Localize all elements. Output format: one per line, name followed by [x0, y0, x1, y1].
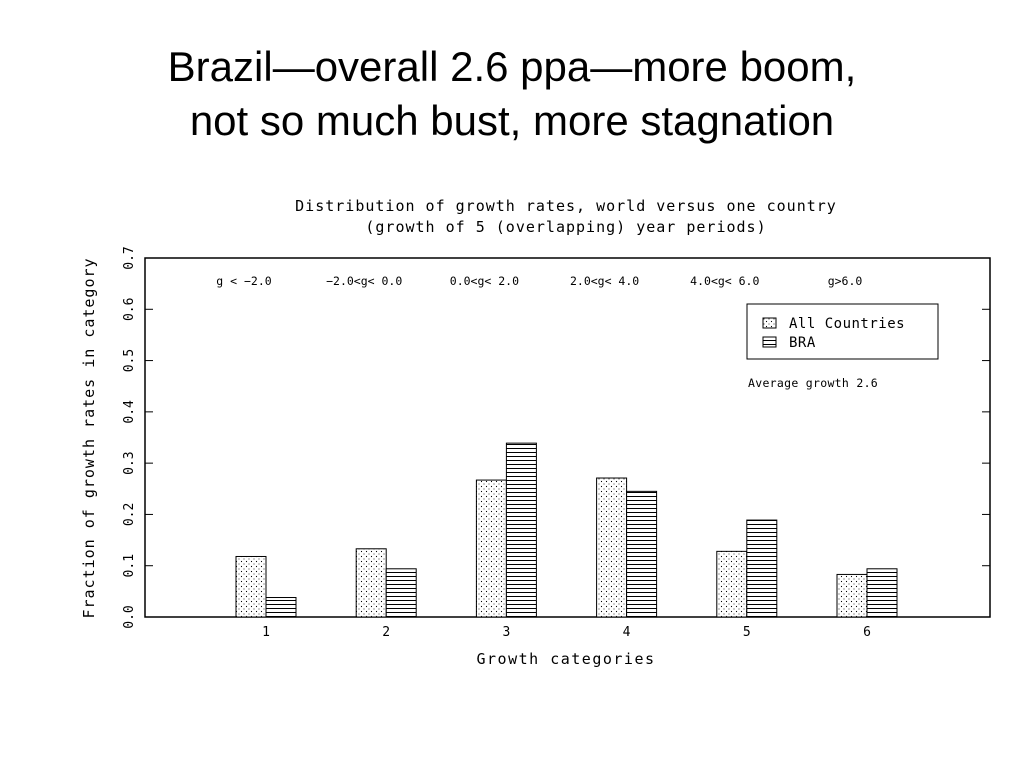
bar-bra-5 [746, 519, 778, 618]
y-tick-label-0: 0.0 [122, 605, 137, 628]
y-axis: 0.0 0.1 0.2 0.3 0.4 0.5 0.6 0.7 [122, 246, 990, 629]
bar-all-countries-4 [596, 477, 628, 618]
bar-bra-1 [265, 597, 297, 618]
y-tick-label-5: 0.5 [122, 349, 137, 372]
y-tick-label-4: 0.4 [122, 400, 137, 424]
x-axis: 1 2 3 4 5 6 [262, 609, 871, 640]
legend-label-bra: BRA [789, 335, 816, 351]
y-axis-label: Fraction of growth rates in category [80, 257, 98, 618]
bar-all-countries-5 [716, 550, 748, 618]
category-range-label-0: g < −2.0 [216, 274, 271, 288]
chart-title: Distribution of growth rates, world vers… [295, 197, 837, 215]
category-range-label-2: 0.0<g< 2.0 [450, 274, 519, 288]
bar-bra-4 [626, 490, 658, 618]
x-tick-label-4: 5 [743, 625, 751, 640]
bar-all-countries-2 [355, 548, 387, 618]
legend: All Countries BRA [746, 303, 939, 360]
x-axis-label: Growth categories [476, 650, 655, 668]
average-growth-annotation: Average growth 2.6 [748, 376, 878, 390]
slide-title-line-2: not so much bust, more stagnation [189, 97, 835, 144]
x-tick-label-2: 3 [502, 625, 510, 640]
slide-title: Brazil—overall 2.6 ppa—more boom, not so… [0, 40, 1024, 148]
bars [235, 442, 898, 618]
legend-label-all-countries: All Countries [789, 316, 905, 332]
y-tick-label-7: 0.7 [122, 246, 137, 269]
bar-all-countries-3 [475, 479, 507, 618]
x-tick-label-5: 6 [863, 625, 871, 640]
category-range-label-1: −2.0<g< 0.0 [326, 274, 402, 288]
bar-bra-2 [385, 568, 417, 618]
category-range-label-5: g>6.0 [828, 274, 863, 288]
category-range-label-3: 2.0<g< 4.0 [570, 274, 639, 288]
y-tick-label-2: 0.2 [122, 503, 137, 526]
bar-all-countries-6 [836, 573, 868, 618]
chart-subtitle: (growth of 5 (overlapping) year periods) [365, 218, 766, 236]
bar-bra-6 [866, 568, 898, 618]
x-tick-label-1: 2 [382, 625, 390, 640]
legend-swatch-bra [762, 336, 777, 348]
category-range-label-4: 4.0<g< 6.0 [690, 274, 759, 288]
category-range-labels: g < −2.0 −2.0<g< 0.0 0.0<g< 2.0 2.0<g< 4.0 4… [216, 274, 862, 288]
y-tick-label-1: 0.1 [122, 554, 137, 577]
x-tick-label-0: 1 [262, 625, 270, 640]
y-tick-label-6: 0.6 [122, 298, 137, 321]
legend-swatch-all-countries [762, 317, 777, 329]
bar-all-countries-1 [235, 555, 267, 618]
bar-bra-3 [505, 442, 537, 618]
legend-box [746, 303, 939, 360]
plot-frame [144, 257, 991, 618]
x-tick-label-3: 4 [623, 625, 631, 640]
slide-title-line-1: Brazil—overall 2.6 ppa—more boom, [167, 43, 857, 90]
y-tick-label-3: 0.3 [122, 451, 137, 474]
